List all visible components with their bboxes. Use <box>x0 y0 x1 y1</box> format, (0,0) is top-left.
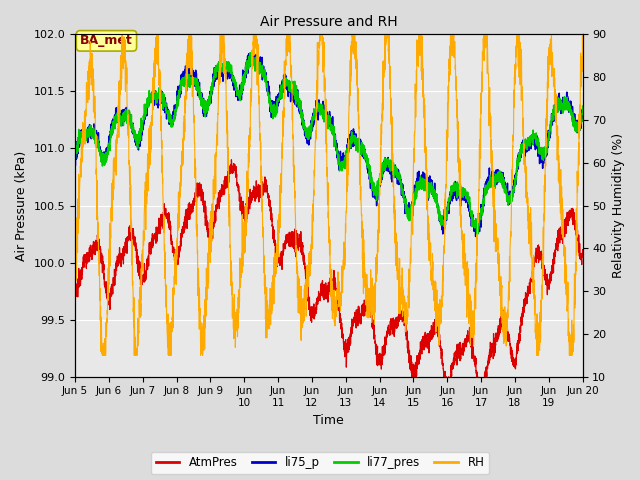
Legend: AtmPres, li75_p, li77_pres, RH: AtmPres, li75_p, li77_pres, RH <box>151 452 489 474</box>
X-axis label: Time: Time <box>314 414 344 427</box>
Title: Air Pressure and RH: Air Pressure and RH <box>260 15 397 29</box>
Y-axis label: Air Pressure (kPa): Air Pressure (kPa) <box>15 150 28 261</box>
Y-axis label: Relativity Humidity (%): Relativity Humidity (%) <box>612 133 625 278</box>
Text: BA_met: BA_met <box>80 35 133 48</box>
